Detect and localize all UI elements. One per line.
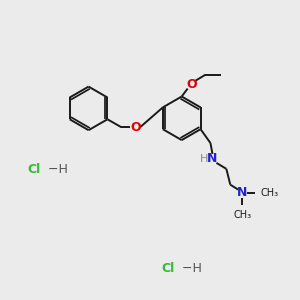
Text: N: N <box>207 152 218 165</box>
Text: O: O <box>186 78 197 91</box>
Text: CH₃: CH₃ <box>260 188 278 198</box>
Text: CH₃: CH₃ <box>233 210 251 220</box>
Text: −H: −H <box>178 262 202 275</box>
Text: −H: −H <box>44 163 68 176</box>
Text: N: N <box>237 186 247 199</box>
Text: H: H <box>200 154 209 164</box>
Text: Cl: Cl <box>161 262 175 275</box>
Text: Cl: Cl <box>28 163 41 176</box>
Text: O: O <box>130 121 140 134</box>
